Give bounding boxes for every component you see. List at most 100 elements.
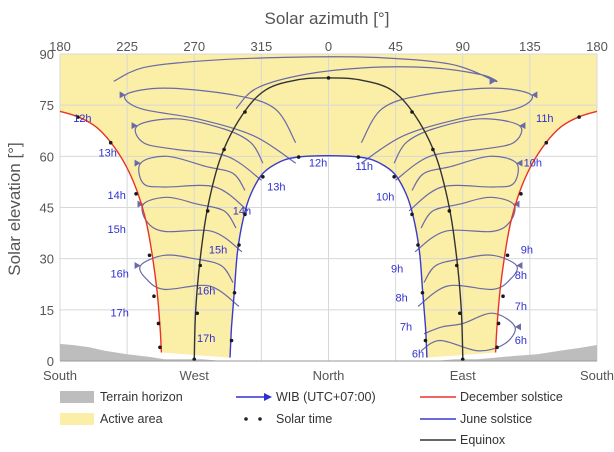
hour-label-12h-12: 12h [309, 158, 327, 170]
solar-time-dot-equinox-11 [457, 311, 462, 316]
hour-label-10h-8: 10h [376, 192, 394, 204]
terrain-horizon [60, 343, 597, 361]
solar-time-dots-layer [76, 76, 581, 362]
solar-time-dot-december-solstice-13 [577, 115, 581, 119]
solar-time-dot-equinox-4 [222, 147, 226, 152]
hour-label-16h-21: 16h [110, 268, 128, 280]
solar-time-dot-june-solstice-7 [392, 175, 396, 179]
solar-time-dot-equinox-6 [326, 76, 331, 80]
top-axis-title: Solar azimuth [°] [265, 9, 390, 28]
hour-label-12h-13: 12h [73, 113, 91, 125]
y-tick-0: 0 [47, 354, 54, 369]
hour-label-13h-15: 13h [99, 147, 117, 159]
analemma-13h-7 [124, 87, 297, 164]
analemma-14h-8 [134, 118, 264, 181]
hour-label-14h-16: 14h [233, 205, 251, 217]
solar-time-dot-december-solstice-5 [156, 321, 161, 326]
solar-time-dot-december-solstice-9 [501, 294, 505, 298]
analemma-arrow-11h-5 [531, 91, 538, 99]
solar-time-dot-june-solstice-1 [232, 290, 237, 295]
solar-time-dot-december-solstice-0 [76, 115, 80, 119]
analemma-arrow-12h-6 [489, 77, 496, 85]
top-tick-225: 225 [116, 39, 138, 54]
hour-labels-layer: 6h 6h 7h 7h 8h 8h 9h 9h 10h 10h 11h 11h 12h 12h 13h 13h… [73, 113, 553, 360]
hour-label-6h-0: 6h [412, 349, 424, 361]
bottom-tick-south: South [43, 368, 77, 383]
solar-time-dot-equinox-10 [454, 263, 459, 268]
legend-label-terrain-horizon: Terrain horizon [100, 390, 183, 404]
top-tick-45: 45 [388, 39, 402, 54]
y-tick-45: 45 [40, 201, 54, 216]
terrain-layer [60, 343, 597, 361]
hour-label-7h-2: 7h [400, 321, 412, 333]
hour-label-8h-5: 8h [515, 270, 527, 282]
grid-layer [59, 53, 598, 362]
hour-label-14h-17: 14h [108, 190, 126, 202]
legend-label-active-area: Active area [100, 412, 163, 426]
analemma-arrow-14h-8 [131, 122, 138, 130]
solar-time-dot-december-solstice-1 [108, 140, 113, 145]
solar-time-dot-june-solstice-0 [229, 338, 234, 343]
solar-time-dot-equinox-3 [205, 209, 210, 213]
solar-time-dot-june-solstice-9 [416, 243, 420, 247]
analemma-arrow-8h-2 [513, 200, 520, 208]
solar-time-dot-june-solstice-10 [420, 290, 425, 295]
solar-time-dot-equinox-9 [447, 209, 452, 213]
solar-time-dot-december-solstice-3 [147, 253, 152, 258]
analemma-arrow-15h-9 [134, 159, 141, 167]
bottom-tick-south: South [580, 368, 614, 383]
series-december-west [59, 110, 163, 353]
hour-label-15h-19: 15h [108, 224, 126, 236]
solar-time-dot-december-solstice-11 [519, 192, 523, 196]
solar-time-dot-june-solstice-2 [237, 243, 241, 247]
analemma-arrow-7h-1 [516, 261, 523, 269]
hour-label-15h-18: 15h [209, 245, 227, 257]
solar-time-dot-june-solstice-4 [261, 175, 265, 179]
solar-time-dot-june-solstice-8 [410, 212, 414, 217]
analemma-9h-3 [408, 155, 519, 212]
hour-label-7h-3: 7h [515, 301, 527, 313]
bottom-tick-north: North [313, 368, 345, 383]
hour-label-11h-11: 11h [536, 113, 554, 125]
solar-time-dot-equinox-2 [198, 263, 203, 268]
analemma-17h-11 [139, 254, 240, 307]
legend-label-december-solstice: December solstice [460, 390, 563, 404]
analemma-arrow-17h-11 [134, 261, 141, 269]
solar-time-dot-december-solstice-4 [152, 294, 156, 298]
analemma-arrow-13h-7 [119, 91, 126, 99]
legend-arrow-head-wib-utc-07-00 [264, 393, 272, 401]
y-axis-title: Solar elevation [°] [5, 142, 24, 275]
legend-label-wib-utc-07-00: WIB (UTC+07:00) [276, 390, 376, 404]
analemma-layer [113, 56, 538, 352]
solar-time-dot-december-solstice-12 [544, 140, 549, 145]
analemma-11h-5 [360, 87, 533, 164]
legend-label-solar-time: Solar time [276, 412, 332, 426]
solar-time-dot-equinox-7 [410, 110, 414, 114]
analemma-arrow-16h-10 [137, 200, 144, 208]
solar-time-dot-december-solstice-10 [505, 253, 510, 258]
hour-label-6h-1: 6h [515, 335, 527, 347]
top-tick-180: 180 [586, 39, 608, 54]
analemma-10h-4 [393, 118, 523, 181]
top-tick-0: 0 [325, 39, 332, 54]
axes-layer: 180 225 270 315 0 45 90 135 180 South West North Eas… [40, 39, 614, 383]
y-tick-75: 75 [40, 98, 54, 113]
series-june-solstice [229, 154, 428, 358]
solar-time-dot-equinox-0 [192, 357, 197, 362]
hour-label-9h-7: 9h [521, 245, 533, 257]
solar-time-dot-june-solstice-6 [356, 155, 361, 159]
y-tick-90: 90 [40, 47, 54, 62]
hour-label-8h-4: 8h [395, 292, 407, 304]
hour-label-9h-6: 9h [391, 263, 403, 275]
solar-time-dot-december-solstice-6 [158, 345, 162, 350]
hour-label-16h-20: 16h [197, 285, 215, 297]
y-tick-60: 60 [40, 149, 54, 164]
hour-label-11h-10: 11h [356, 161, 374, 173]
bottom-tick-east: East [450, 368, 476, 383]
analemma-arrow-6h-0 [514, 323, 521, 331]
top-tick-90: 90 [456, 39, 470, 54]
solar-time-dot-december-solstice-8 [496, 321, 501, 326]
y-tick-15: 15 [40, 303, 54, 318]
solar-time-dot-june-solstice-5 [296, 155, 301, 159]
